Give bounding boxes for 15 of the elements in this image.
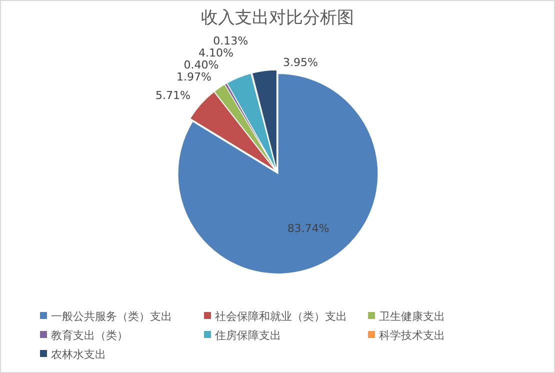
chart-title: 收入支出对比分析图 xyxy=(201,8,354,28)
data-label: 3.95% xyxy=(283,56,318,69)
data-label: 1.97% xyxy=(176,70,212,84)
data-label: 0.40% xyxy=(184,58,219,72)
data-label: 0.13% xyxy=(213,34,248,48)
legend-label: 农林水支出 xyxy=(51,348,106,361)
legend-label: 社会保障和就业（类）支出 xyxy=(215,310,347,323)
legend-label: 住房保障支出 xyxy=(215,329,281,342)
data-label: 83.74% xyxy=(287,222,330,235)
legend-label: 科学技术支出 xyxy=(379,329,445,342)
legend-label: 教育支出（类） xyxy=(51,329,128,342)
data-label: 4.10% xyxy=(198,46,234,60)
data-label: 5.71% xyxy=(155,88,190,102)
legend-label: 卫生健康支出 xyxy=(379,310,445,323)
legend-label: 一般公共服务（类）支出 xyxy=(51,310,172,323)
